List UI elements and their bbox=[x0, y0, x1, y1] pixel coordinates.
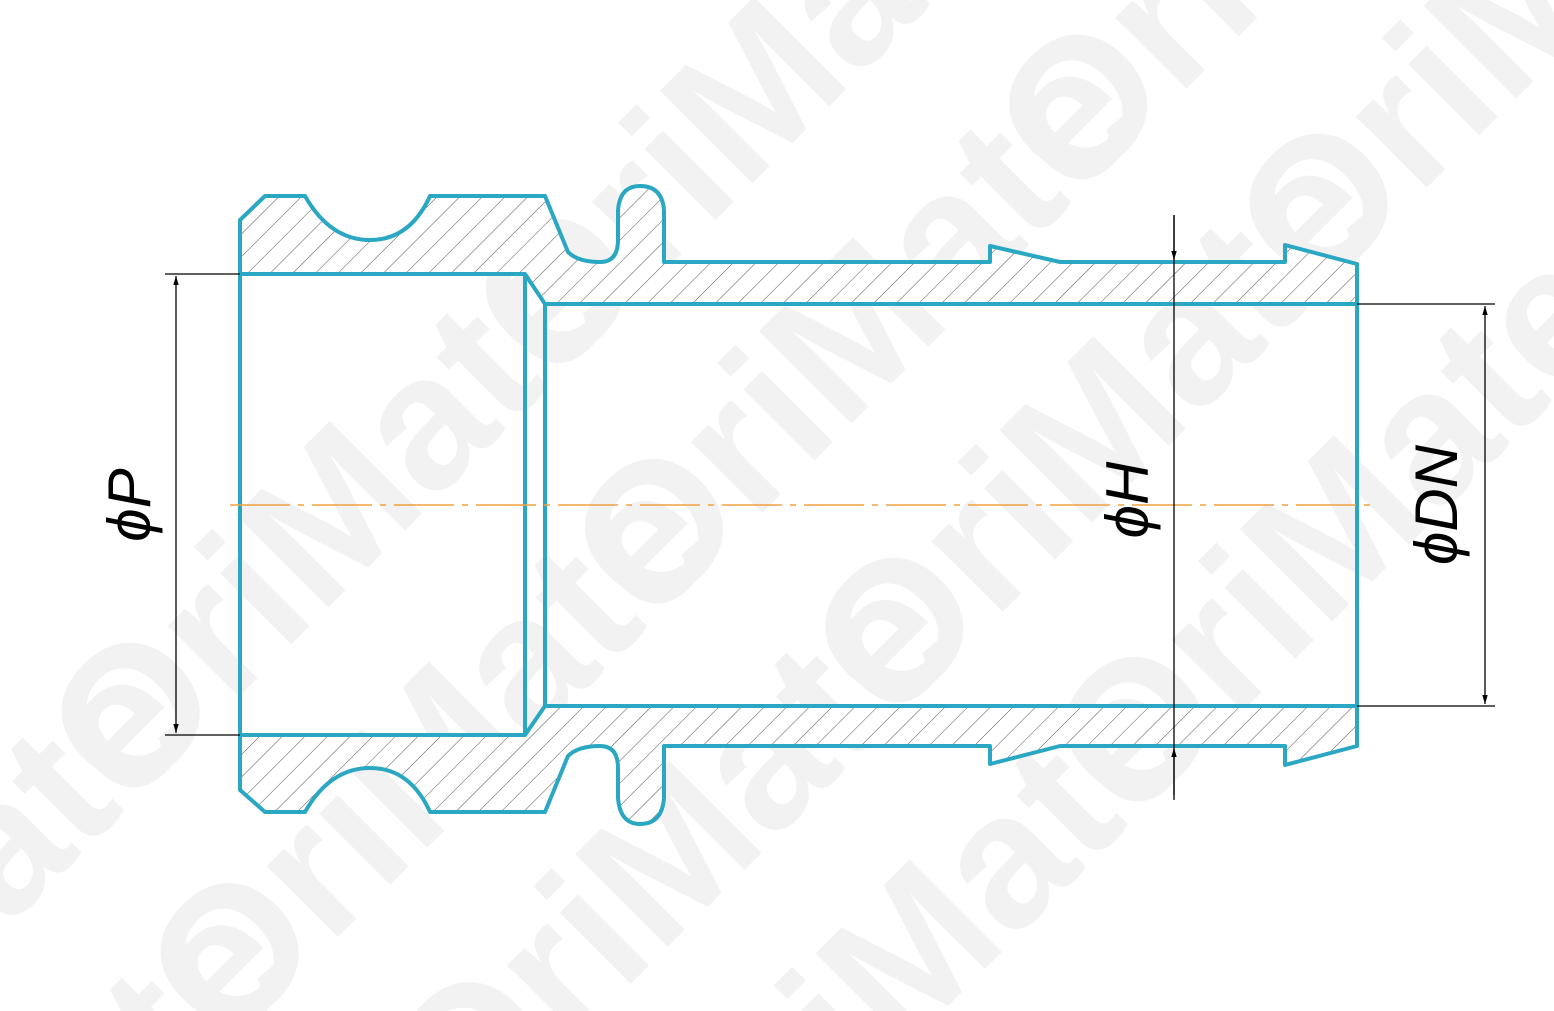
dim-h-label: ϕH bbox=[1094, 461, 1161, 538]
dim-p-label: ϕP bbox=[96, 468, 163, 541]
dimension-p: ϕP bbox=[96, 273, 240, 736]
lower-wall-section bbox=[238, 704, 1359, 826]
dimension-h: ϕH bbox=[1094, 215, 1177, 800]
dimension-dn: ϕDN bbox=[1357, 303, 1495, 707]
dim-dn-label: ϕDN bbox=[1403, 444, 1470, 565]
upper-wall-section bbox=[238, 184, 1359, 306]
